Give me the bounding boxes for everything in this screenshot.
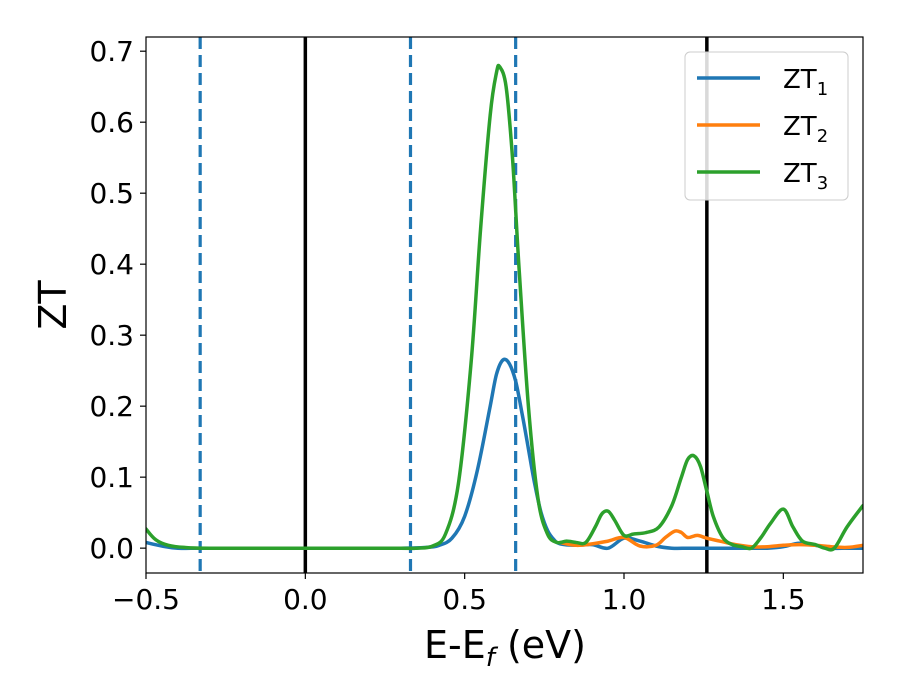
y-tick-label: 0.0 bbox=[89, 532, 134, 565]
y-tick-label: 0.5 bbox=[89, 177, 134, 210]
x-tick-label: 0.5 bbox=[442, 583, 487, 616]
x-axis-label: E-Ef (eV) bbox=[424, 623, 586, 673]
x-tick-label: −0.5 bbox=[112, 583, 180, 616]
y-axis: 0.0 0.1 0.2 0.3 0.4 0.5 0.6 0.7 bbox=[89, 35, 146, 565]
x-tick-label: 0.0 bbox=[283, 583, 328, 616]
legend-label-zt1: ZT1 bbox=[783, 65, 828, 100]
x-tick-label: 1.0 bbox=[602, 583, 647, 616]
y-tick-label: 0.2 bbox=[89, 390, 134, 423]
y-tick-label: 0.6 bbox=[89, 106, 134, 139]
y-tick-label: 0.3 bbox=[89, 319, 134, 352]
y-tick-label: 0.1 bbox=[89, 461, 134, 494]
series-line-zt2 bbox=[558, 529, 863, 550]
plot-frame bbox=[145, 36, 864, 574]
series-lines bbox=[146, 63, 863, 552]
legend-box bbox=[684, 51, 849, 201]
y-tick-label: 0.7 bbox=[89, 35, 134, 68]
series-line-zt3 bbox=[146, 63, 863, 552]
legend-label-zt2: ZT2 bbox=[783, 112, 828, 147]
y-axis-label: ZT bbox=[31, 280, 75, 330]
legend-label-zt3: ZT3 bbox=[783, 159, 828, 194]
x-tick-label: 1.5 bbox=[761, 583, 806, 616]
legend: ZT1 ZT2 ZT3 bbox=[684, 51, 849, 201]
x-axis: −0.5 0.0 0.5 1.0 1.5 bbox=[112, 573, 806, 616]
y-tick-label: 0.4 bbox=[89, 248, 134, 281]
